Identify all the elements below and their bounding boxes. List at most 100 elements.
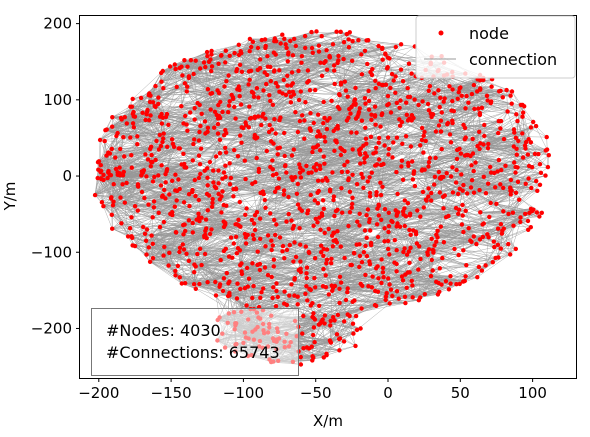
node-point	[159, 163, 164, 168]
node-point	[412, 97, 417, 102]
node-point	[376, 203, 381, 209]
node-point	[271, 264, 276, 269]
node-point	[398, 42, 404, 47]
node-point	[306, 78, 311, 84]
node-point	[425, 252, 430, 257]
node-point	[190, 230, 195, 235]
node-point	[270, 295, 275, 301]
connection-count-text: #Connections: 65743	[106, 343, 280, 362]
node-point	[273, 80, 279, 86]
node-point	[199, 111, 204, 117]
node-point	[386, 224, 392, 229]
node-point	[274, 186, 280, 191]
node-point	[186, 218, 192, 223]
node-point	[374, 162, 380, 167]
node-point	[127, 226, 133, 231]
node-point	[363, 272, 368, 278]
node-point	[462, 137, 467, 142]
node-point	[204, 191, 210, 197]
node-point	[489, 84, 494, 89]
node-point	[150, 179, 156, 184]
node-point	[165, 144, 170, 149]
node-point	[316, 43, 322, 48]
node-point	[408, 232, 413, 237]
node-point	[147, 93, 152, 98]
node-point	[262, 265, 268, 270]
node-point	[238, 133, 243, 138]
node-point	[159, 79, 164, 84]
node-point	[113, 166, 119, 172]
node-point	[354, 130, 359, 135]
node-point	[182, 58, 187, 63]
node-point	[289, 282, 294, 287]
node-point	[359, 260, 365, 265]
node-point	[289, 218, 294, 223]
node-point	[400, 177, 406, 182]
node-point	[275, 152, 280, 157]
node-point	[478, 86, 483, 91]
node-point	[283, 163, 288, 168]
node-point	[419, 168, 425, 173]
node-point	[292, 293, 297, 298]
node-point	[285, 59, 290, 64]
node-point	[318, 166, 323, 172]
node-point	[309, 29, 314, 35]
node-point	[506, 211, 511, 217]
node-point	[284, 45, 289, 51]
node-point	[374, 222, 380, 227]
node-point	[130, 96, 135, 102]
node-point	[209, 52, 214, 57]
node-point	[198, 66, 203, 71]
node-point	[245, 232, 250, 238]
node-point	[373, 288, 378, 294]
node-point	[508, 177, 514, 183]
node-point	[359, 72, 365, 77]
node-point	[534, 178, 539, 184]
node-point	[293, 254, 299, 260]
node-point	[498, 126, 503, 131]
node-point	[250, 261, 255, 266]
node-point	[387, 56, 392, 61]
node-point	[157, 132, 162, 138]
node-point	[400, 141, 405, 146]
node-point	[308, 287, 313, 293]
node-point	[313, 87, 318, 93]
node-point	[259, 290, 264, 295]
node-point	[324, 126, 330, 132]
node-point	[298, 354, 303, 360]
node-point	[221, 170, 227, 175]
node-point	[471, 190, 477, 195]
node-point	[190, 220, 195, 226]
node-point	[403, 214, 409, 219]
node-point	[152, 174, 157, 180]
node-point	[228, 235, 234, 240]
node-point	[508, 185, 513, 190]
node-point	[271, 285, 276, 290]
node-point	[304, 284, 309, 289]
node-point	[426, 88, 431, 94]
node-point	[215, 131, 221, 136]
node-point	[211, 168, 216, 173]
node-point	[251, 283, 256, 289]
node-point	[543, 173, 548, 178]
node-point	[362, 228, 368, 233]
node-point	[429, 236, 434, 241]
node-point	[345, 169, 350, 174]
node-point	[135, 182, 141, 187]
node-point	[223, 127, 228, 133]
node-point	[234, 296, 240, 301]
node-point	[316, 49, 322, 54]
node-point	[227, 99, 232, 104]
node-point	[238, 263, 243, 268]
node-point	[227, 182, 233, 187]
node-point	[247, 116, 253, 121]
node-point	[324, 353, 329, 358]
node-point	[217, 137, 223, 142]
node-point	[274, 281, 279, 286]
node-point	[477, 237, 483, 242]
node-point	[233, 187, 239, 192]
node-point	[441, 240, 447, 245]
node-point	[321, 246, 326, 252]
node-point	[280, 249, 285, 254]
node-point	[298, 362, 304, 367]
